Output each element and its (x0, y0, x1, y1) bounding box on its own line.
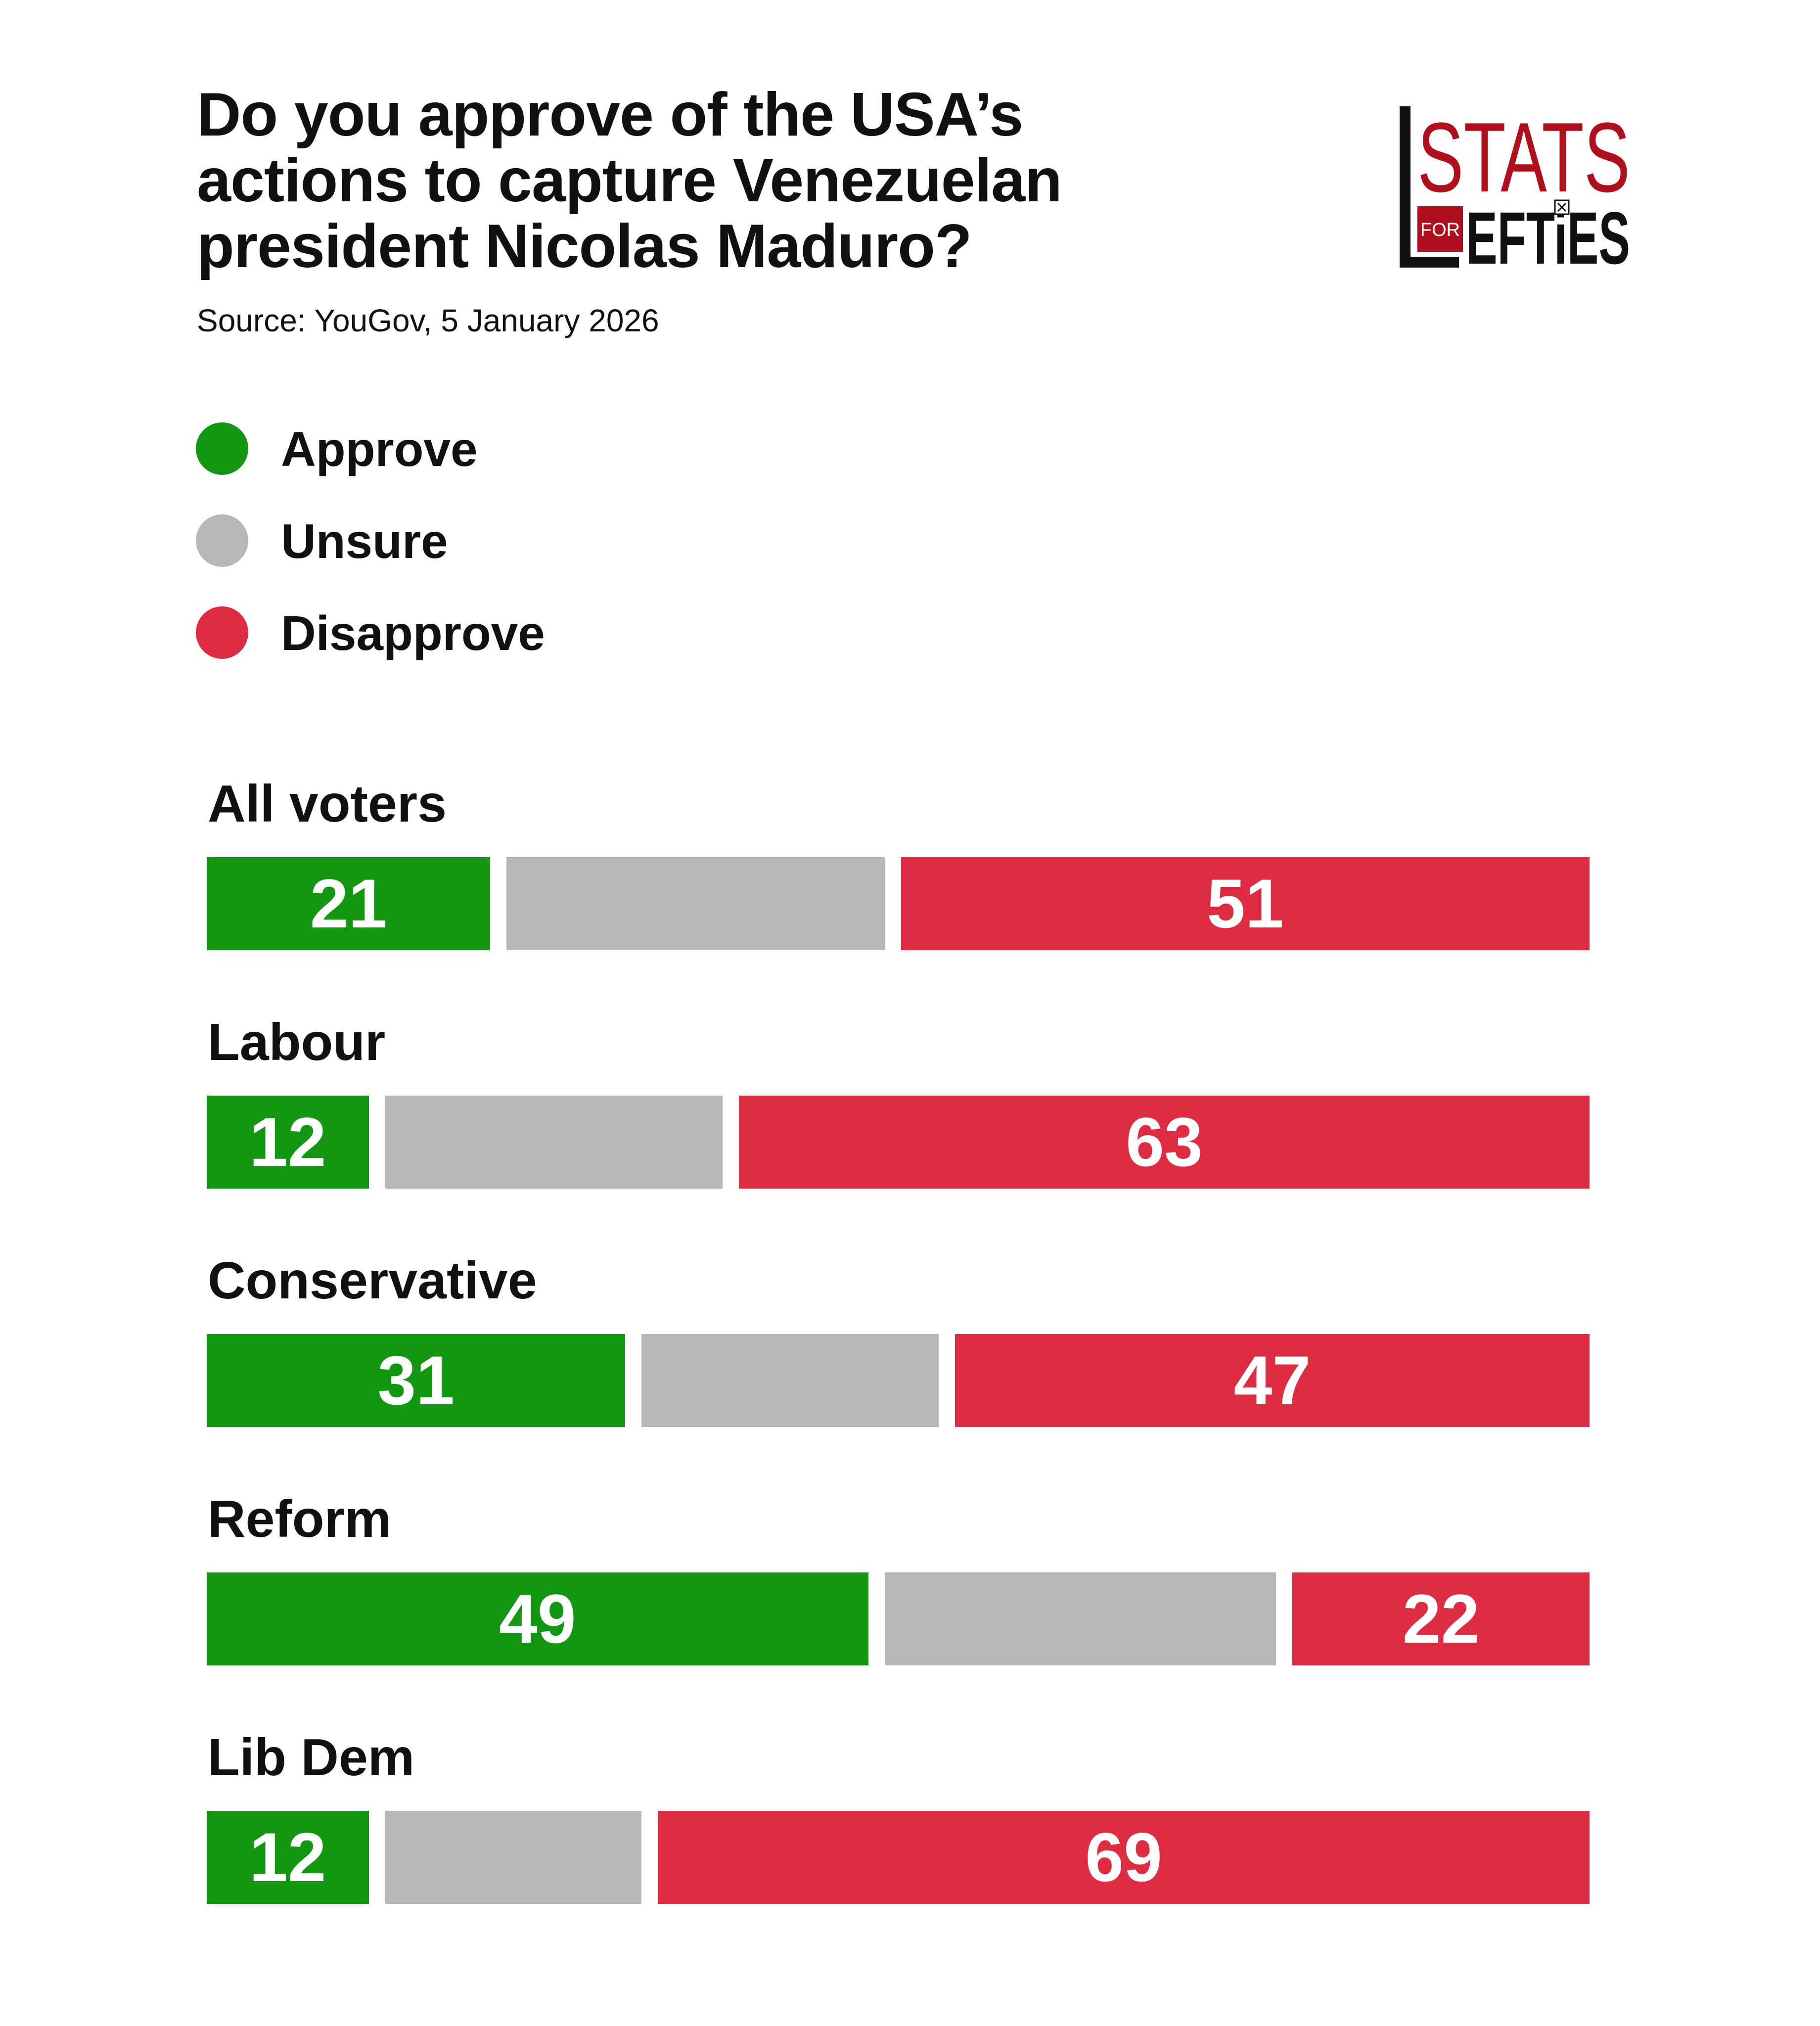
bar-lib-dem-approve: 12 (207, 1811, 369, 1904)
logo-ballot-cross-icon (1557, 202, 1567, 212)
category-label-all-voters: All voters (208, 775, 447, 833)
bar-labour-approve: 12 (207, 1096, 369, 1189)
logo-for-box (1417, 206, 1463, 252)
data-label-lib-dem-disapprove: 69 (1085, 1818, 1162, 1896)
logo-graphic: STATS FOR EFTiES (1400, 106, 1630, 270)
chart-source: Source: YouGov, 5 January 2026 (197, 303, 659, 338)
bar-reform-unsure (884, 1572, 1276, 1665)
bar-lib-dem-unsure (385, 1811, 642, 1904)
legend-swatch-unsure (196, 514, 248, 567)
data-label-lib-dem-approve: 12 (249, 1818, 326, 1896)
data-label-all-voters-approve: 21 (310, 865, 387, 942)
bar-reform-disapprove: 22 (1292, 1572, 1590, 1665)
legend-label-disapprove: Disapprove (281, 606, 545, 660)
logo-stats-text: STATS (1417, 106, 1630, 213)
data-label-labour-disapprove: 63 (1126, 1103, 1203, 1181)
legend-label-approve: Approve (281, 422, 478, 476)
data-label-conservative-approve: 31 (377, 1341, 455, 1419)
category-label-labour: Labour (208, 1013, 386, 1071)
data-label-reform-approve: 49 (499, 1580, 576, 1658)
legend-swatch-disapprove (196, 606, 248, 659)
logo-l-bar (1400, 106, 1410, 268)
bar-all-voters-disapprove: 51 (901, 857, 1590, 950)
legend-item-approve: Approve (196, 422, 641, 477)
legend-label-unsure: Unsure (281, 514, 448, 568)
bar-labour-disapprove: 63 (739, 1096, 1590, 1189)
bar-reform-approve: 49 (207, 1572, 868, 1665)
logo-lefties-text: EFTiES (1466, 196, 1630, 270)
legend-item-disapprove: Disapprove (196, 606, 641, 661)
data-label-conservative-disapprove: 47 (1233, 1341, 1311, 1419)
bar-labour-unsure (385, 1096, 723, 1189)
data-label-all-voters-disapprove: 51 (1206, 865, 1284, 942)
legend-item-unsure: Unsure (196, 514, 641, 569)
data-label-reform-disapprove: 22 (1402, 1580, 1480, 1658)
chart-title: Do you approve of the USA’s actions to c… (197, 81, 1062, 280)
bar-lib-dem-disapprove: 69 (658, 1811, 1590, 1904)
logo-for-text: FOR (1420, 220, 1460, 240)
logo-l-foot (1400, 257, 1459, 268)
bar-all-voters-approve: 21 (207, 857, 491, 950)
category-label-conservative: Conservative (208, 1251, 537, 1310)
stats-for-lefties-logo: STATS FOR EFTiES (1400, 106, 1632, 270)
data-label-labour-approve: 12 (249, 1103, 326, 1181)
category-label-lib-dem: Lib Dem (208, 1728, 415, 1787)
bar-conservative-approve: 31 (207, 1334, 626, 1427)
bar-all-voters-unsure (506, 857, 885, 950)
category-label-reform: Reform (208, 1490, 392, 1548)
legend-swatch-approve (196, 422, 248, 475)
bar-conservative-disapprove: 47 (955, 1334, 1590, 1427)
bar-conservative-unsure (641, 1334, 939, 1427)
